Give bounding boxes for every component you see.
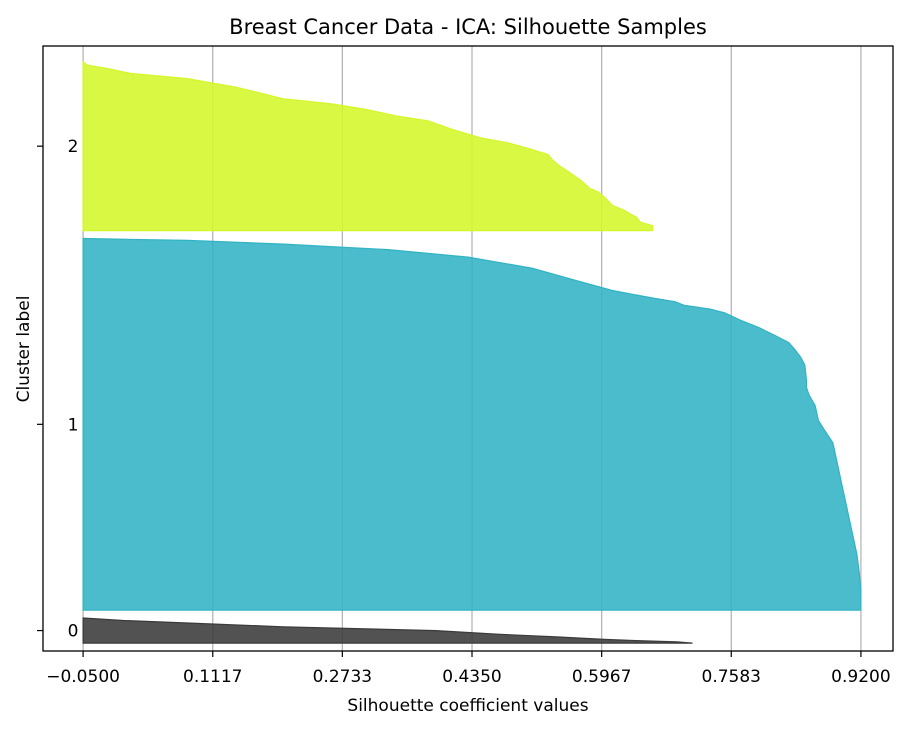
cluster-1-area bbox=[82, 237, 862, 611]
cluster-2-area bbox=[82, 60, 653, 232]
x-tick-label: 0.2733 bbox=[313, 667, 372, 687]
x-tick-label: −0.0500 bbox=[46, 667, 120, 687]
y-ticks: 0 1 2 bbox=[37, 137, 79, 642]
cluster-label-1: 1 bbox=[68, 415, 79, 435]
x-axis-label: Silhouette coefficient values bbox=[347, 696, 588, 716]
cluster-0-area bbox=[82, 617, 693, 644]
y-axis-label: Cluster label bbox=[14, 296, 34, 403]
cluster-label-0: 0 bbox=[68, 622, 79, 642]
x-tick-label: 0.7583 bbox=[702, 667, 761, 687]
x-tick-label: 0.1117 bbox=[183, 667, 242, 687]
cluster-label-2: 2 bbox=[68, 137, 79, 157]
plot-frame bbox=[42, 45, 894, 652]
cluster-areas bbox=[82, 60, 862, 644]
x-tick-label: 0.5967 bbox=[572, 667, 631, 687]
x-tick-label: 0.9200 bbox=[831, 667, 890, 687]
x-tick-label: 0.4350 bbox=[442, 667, 501, 687]
chart-title: Breast Cancer Data - ICA: Silhouette Sam… bbox=[229, 15, 707, 39]
x-ticks: −0.0500 0.1117 0.2733 0.4350 0.5967 0.7583 0.9… bbox=[46, 651, 891, 687]
